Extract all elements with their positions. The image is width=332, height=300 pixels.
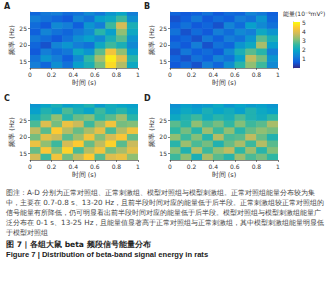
svg-text:频率 (Hz): 频率 (Hz) [148,117,156,146]
svg-text:25: 25 [19,117,27,124]
svg-text:0.2: 0.2 [47,71,57,78]
svg-text:25: 25 [159,117,167,124]
svg-text:1: 1 [302,55,306,62]
svg-text:C: C [4,94,10,103]
svg-text:频率 (Hz): 频率 (Hz) [8,25,16,54]
svg-text:15: 15 [19,150,27,157]
svg-text:0: 0 [28,163,32,170]
svg-text:B: B [144,2,150,11]
svg-text:3: 3 [302,37,306,44]
svg-text:0.6: 0.6 [230,71,240,78]
svg-text:能量(10⁻⁹mV²): 能量(10⁻⁹mV²) [283,10,325,17]
svg-text:20: 20 [19,41,27,48]
svg-text:0.2: 0.2 [47,163,57,170]
html-text:图 7 | 各组大鼠 beta 频段信号能量分布: 图 7 | 各组大鼠 beta 频段信号能量分布 [6,240,151,249]
svg-text:15: 15 [159,58,167,65]
svg-text:20: 20 [159,133,167,140]
svg-text:时间 (s): 时间 (s) [72,79,97,87]
svg-text:0.8: 0.8 [252,71,262,78]
svg-text:0.4: 0.4 [68,71,78,78]
svg-text:A: A [4,2,11,11]
svg-text:0.8: 0.8 [112,71,122,78]
svg-text:25: 25 [19,25,27,32]
svg-text:20: 20 [19,133,27,140]
svg-text:1: 1 [136,163,140,170]
svg-text:时间 (s): 时间 (s) [212,171,237,179]
svg-text:15: 15 [19,58,27,65]
svg-text:时间 (s): 时间 (s) [72,171,97,179]
svg-text:0.2: 0.2 [187,71,197,78]
svg-text:0: 0 [168,71,172,78]
html-text:图注：A-D 分别为正常对照组、正常刺激组、模型对照组与模型: 图注：A-D 分别为正常对照组、正常刺激组、模型对照组与模型刺激组。正常对照组能… [6,188,325,237]
svg-text:0.6: 0.6 [90,163,100,170]
svg-text:1: 1 [276,71,280,78]
svg-text:0.6: 0.6 [90,71,100,78]
svg-text:0: 0 [28,71,32,78]
svg-text:2: 2 [302,46,306,53]
svg-text:0.2: 0.2 [187,163,197,170]
svg-text:0.4: 0.4 [208,71,218,78]
svg-text:0.4: 0.4 [208,163,218,170]
svg-text:15: 15 [159,150,167,157]
svg-text:5: 5 [302,19,306,26]
svg-text:1: 1 [136,71,140,78]
svg-text:0.8: 0.8 [112,163,122,170]
svg-text:0: 0 [168,163,172,170]
svg-text:20: 20 [159,41,167,48]
svg-text:时间 (s): 时间 (s) [212,79,237,87]
svg-text:25: 25 [159,25,167,32]
svg-text:0.6: 0.6 [230,163,240,170]
svg-text:4: 4 [302,28,306,35]
svg-text:D: D [144,94,151,103]
svg-text:0.4: 0.4 [68,163,78,170]
html-text:Figure 7 | Distribution of bet: Figure 7 | Distribution of beta-band sig… [6,250,209,259]
svg-text:频率 (Hz): 频率 (Hz) [8,117,16,146]
svg-text:0.8: 0.8 [252,163,262,170]
svg-text:1: 1 [276,163,280,170]
svg-text:频率 (Hz): 频率 (Hz) [148,25,156,54]
